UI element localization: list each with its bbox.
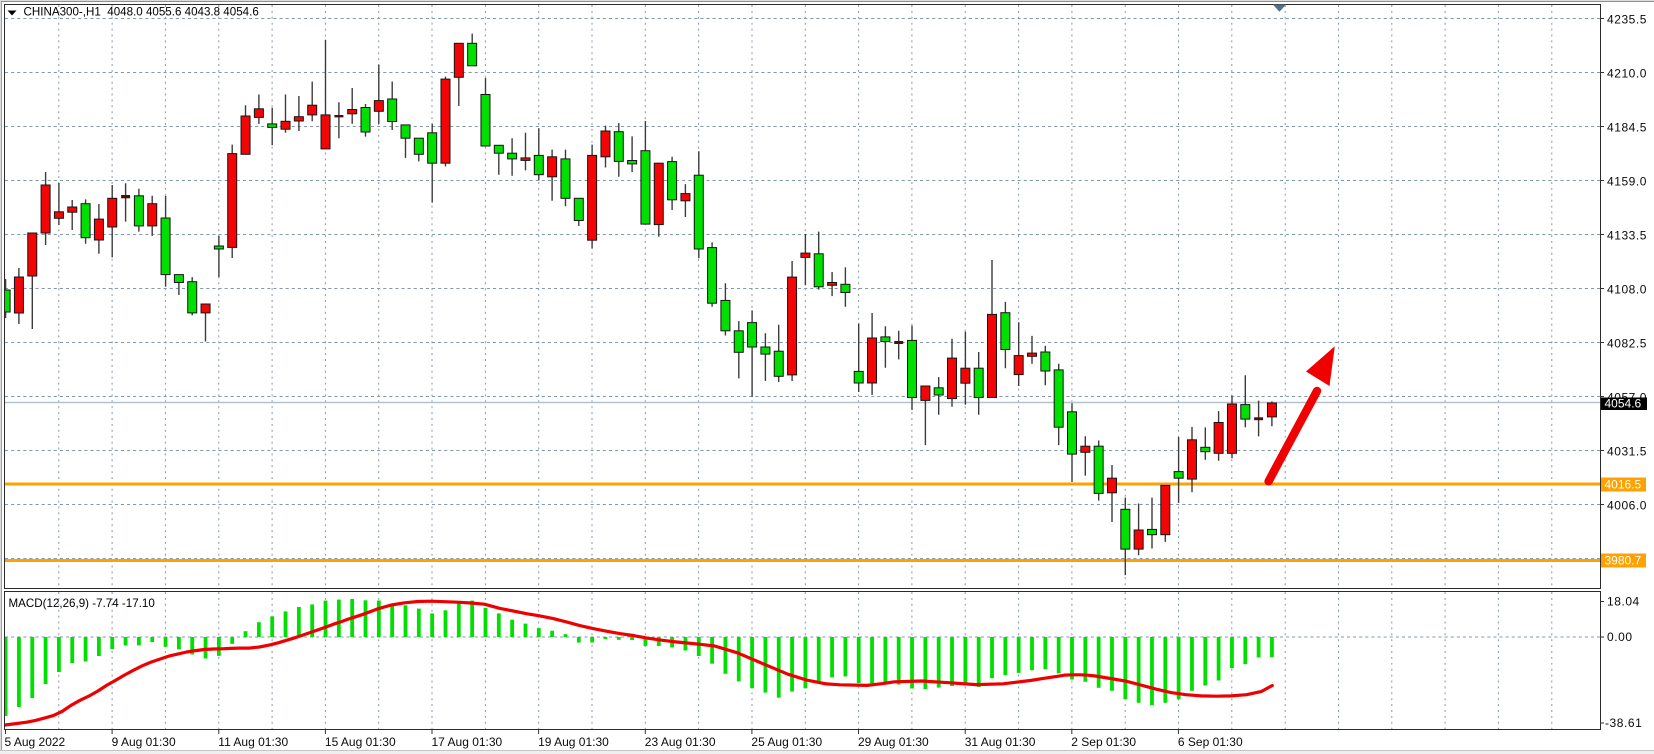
svg-text:4031.5: 4031.5 bbox=[1607, 444, 1647, 458]
svg-text:15 Aug 01:30: 15 Aug 01:30 bbox=[325, 735, 396, 749]
svg-text:4082.5: 4082.5 bbox=[1607, 336, 1647, 350]
svg-text:4054.6: 4054.6 bbox=[1605, 397, 1642, 411]
svg-text:19 Aug 01:30: 19 Aug 01:30 bbox=[538, 735, 609, 749]
svg-text:6 Sep 01:30: 6 Sep 01:30 bbox=[1178, 735, 1243, 749]
svg-text:9 Aug 01:30: 9 Aug 01:30 bbox=[112, 735, 176, 749]
svg-text:23 Aug 01:30: 23 Aug 01:30 bbox=[645, 735, 716, 749]
svg-text:2 Sep 01:30: 2 Sep 01:30 bbox=[1071, 735, 1136, 749]
svg-text:18.04: 18.04 bbox=[1607, 595, 1640, 609]
svg-text:4210.0: 4210.0 bbox=[1607, 66, 1647, 80]
svg-text:3980.7: 3980.7 bbox=[1605, 554, 1642, 568]
svg-text:17 Aug 01:30: 17 Aug 01:30 bbox=[432, 735, 503, 749]
svg-text:4006.0: 4006.0 bbox=[1607, 498, 1647, 512]
svg-text:MACD(12,26,9) -7.74 -17.10: MACD(12,26,9) -7.74 -17.10 bbox=[9, 597, 155, 610]
svg-text:25 Aug 01:30: 25 Aug 01:30 bbox=[751, 735, 822, 749]
svg-text:31 Aug 01:30: 31 Aug 01:30 bbox=[965, 735, 1036, 749]
svg-text:11 Aug 01:30: 11 Aug 01:30 bbox=[218, 735, 288, 749]
svg-text:4108.0: 4108.0 bbox=[1607, 282, 1647, 296]
svg-text:0.00: 0.00 bbox=[1607, 630, 1633, 644]
svg-text:4159.0: 4159.0 bbox=[1607, 174, 1647, 188]
svg-text:CHINA300-,H1 4048.0 4055.6 40: CHINA300-,H1 4048.0 4055.6 4043.8 4054.6 bbox=[24, 6, 259, 19]
svg-text:4235.5: 4235.5 bbox=[1607, 12, 1647, 26]
svg-text:5 Aug 2022: 5 Aug 2022 bbox=[5, 735, 66, 749]
svg-text:4133.5: 4133.5 bbox=[1607, 228, 1647, 242]
svg-text:29 Aug 01:30: 29 Aug 01:30 bbox=[858, 735, 929, 749]
svg-text:4016.5: 4016.5 bbox=[1605, 478, 1642, 492]
svg-text:4184.5: 4184.5 bbox=[1607, 120, 1647, 134]
svg-text:-38.61: -38.61 bbox=[1605, 716, 1642, 730]
